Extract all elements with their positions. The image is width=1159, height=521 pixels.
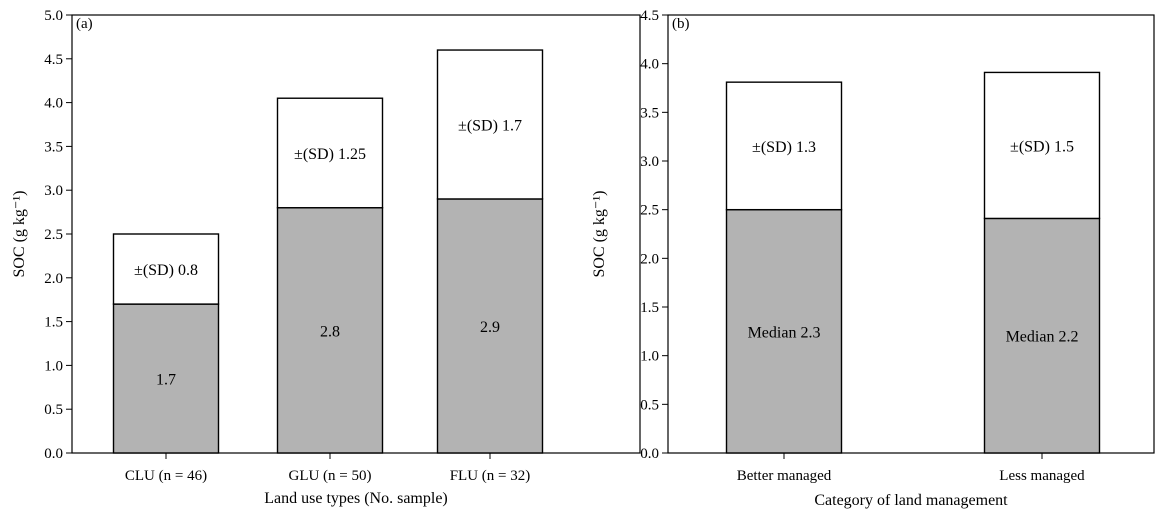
y-tick-label: 2.5 xyxy=(44,227,63,243)
bar-upper-label: ±(SD) 1.5 xyxy=(1010,138,1074,155)
y-tick-label: 1.0 xyxy=(640,349,659,365)
x-tick-label: GLU (n = 50) xyxy=(288,468,371,484)
bar-upper-label: ±(SD) 1.7 xyxy=(458,118,522,135)
bar-lower-label: 1.7 xyxy=(156,372,176,389)
bar-upper xyxy=(436,49,544,200)
panel-a: (a) 0.0 0.5 1.0 1.5 2.0 2.5 3.0 3.5 4.0 4.5 5.0 SOC … xyxy=(11,8,641,507)
bar-lower xyxy=(112,303,220,454)
panel-b: (b) 0.0 0.5 1.0 1.5 2.0 2.5 3.0 3.5 4.0 4.5 SOC (g … xyxy=(591,8,1155,509)
y-tick-label: 0.0 xyxy=(640,446,659,462)
x-tick-label: Less managed xyxy=(999,468,1085,484)
bar-upper-label: ±(SD) 1.25 xyxy=(294,146,366,163)
y-tick-label: 0.0 xyxy=(44,446,63,462)
x-tick-label: CLU (n = 46) xyxy=(125,468,207,484)
plot-frame xyxy=(667,14,1155,454)
y-tick-label: 2.0 xyxy=(640,251,659,267)
y-tick-label: 0.5 xyxy=(640,397,659,413)
y-tick-label: 3.0 xyxy=(44,183,63,199)
bar-upper-label: ±(SD) 0.8 xyxy=(134,262,198,279)
bar-upper xyxy=(983,71,1101,220)
y-tick-label: 3.5 xyxy=(44,139,63,155)
x-tick-label: Better managed xyxy=(737,468,832,484)
y-tick-label: 0.5 xyxy=(44,402,63,418)
x-axis-title: Category of land management xyxy=(814,492,1008,509)
y-tick-label: 1.5 xyxy=(640,300,659,316)
bar-lower-label: 2.9 xyxy=(480,319,500,336)
panel-label: (b) xyxy=(672,16,690,32)
x-tick-label: FLU (n = 32) xyxy=(450,468,531,484)
y-tick-label: 1.5 xyxy=(44,315,63,331)
y-tick-label: 5.0 xyxy=(44,8,63,24)
y-tick-label: 4.0 xyxy=(640,57,659,73)
y-tick-label: 4.5 xyxy=(44,52,63,68)
panel-label: (a) xyxy=(76,16,93,32)
y-tick-label: 3.0 xyxy=(640,154,659,170)
bar-lower-label: Median 2.2 xyxy=(1006,329,1079,346)
bar-upper xyxy=(276,97,384,209)
y-axis-title: SOC (g kg⁻¹) xyxy=(11,190,28,277)
y-tick-label: 2.0 xyxy=(44,271,63,287)
y-tick-label: 2.5 xyxy=(640,203,659,219)
bar-lower-label: Median 2.3 xyxy=(748,324,821,341)
y-tick-label: 4.0 xyxy=(44,96,63,112)
x-axis-title: Land use types (No. sample) xyxy=(264,490,448,507)
y-tick-label: 4.5 xyxy=(640,8,659,24)
bar-lower xyxy=(725,208,843,454)
y-axis-title: SOC (g kg⁻¹) xyxy=(591,190,608,277)
y-tick-label: 1.0 xyxy=(44,358,63,374)
bar-upper xyxy=(725,81,843,211)
bar-upper xyxy=(112,233,220,305)
bar-lower-label: 2.8 xyxy=(320,323,340,340)
y-tick-label: 3.5 xyxy=(640,105,659,121)
bar-lower xyxy=(436,198,544,454)
bar-upper-label: ±(SD) 1.3 xyxy=(752,139,816,156)
bar-lower xyxy=(983,217,1101,454)
